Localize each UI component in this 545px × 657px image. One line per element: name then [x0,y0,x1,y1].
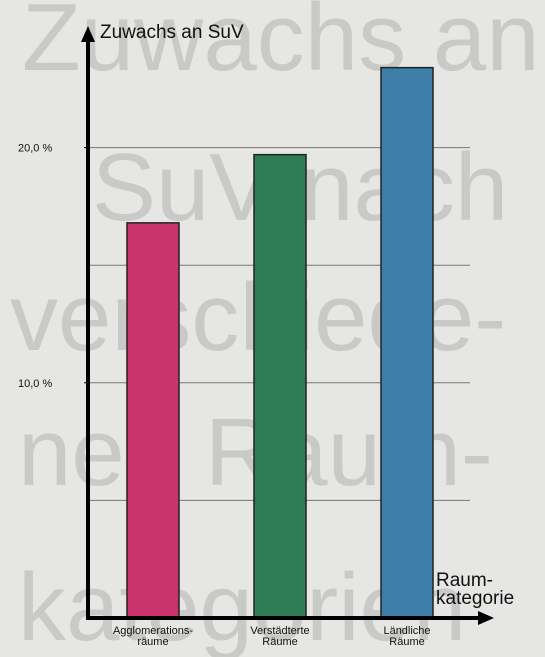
bar [126,222,180,619]
x-axis-label: Raum- kategorie [436,570,515,609]
x-axis-arrow [478,611,494,625]
background-text: Zuwachs an [22,0,540,91]
y-tick-label: 10,0 % [18,378,52,390]
x-tick-label: Verstädterte Räume [250,625,310,648]
x-tick-label: Ländliche Räume [383,625,431,648]
bar [253,153,307,619]
y-axis-arrow [81,26,95,42]
y-tick-label: 20,0 % [18,143,52,155]
bar [380,66,434,619]
y-axis-label: Zuwachs an SuV [100,22,244,43]
x-tick-label: Agglomerations- räume [112,625,194,648]
